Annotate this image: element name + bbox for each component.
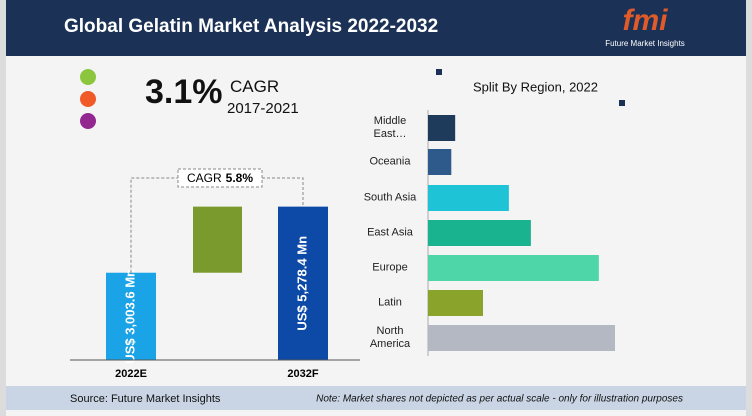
y-tick-label: North America [369,325,411,350]
value-label: US$ 5,278.4 Mn [294,236,309,331]
y-tick-label: Oceania [369,155,411,168]
header-bar [6,0,746,56]
y-tick-label: Europe [372,261,408,274]
logo-caption: Future Market Insights [605,39,685,48]
y-tick-label: East Asia [367,226,413,239]
connector [130,177,178,273]
source: Source: Future Market Insights [70,393,221,405]
bar [428,325,615,351]
stat: 3.1% [145,73,223,111]
annotation-value: 5.8% [226,171,254,185]
annotation-box [177,168,263,188]
footer-bar [6,386,746,410]
stat-period: 2017-2021 [227,100,299,117]
value-label: US$ 3,003.6 Mn [122,269,137,364]
bar [428,115,456,141]
dot [80,69,96,85]
x-tick-label: 2022E [115,368,147,380]
connector [262,177,304,207]
y-tick-label: South Asia [363,191,417,204]
decor [619,100,625,106]
decor [436,69,442,75]
logo: fmi [623,4,669,37]
bar [428,220,531,246]
y-tick-label: Latin [378,296,402,309]
region-title: Split By Region, 2022 [473,79,598,94]
bar [428,185,509,211]
dot [80,91,96,107]
bar [428,255,599,281]
bar [428,290,483,316]
x-tick-label: 2032F [287,368,318,380]
stat-label: CAGR [230,77,279,96]
note: Note: Market shares not depicted as per … [316,394,683,405]
y-tick-label: Middle East… [373,115,407,140]
difference-bar [193,206,242,273]
dot [80,113,96,129]
annotation: CAGR 5.8% [187,171,253,185]
title: Global Gelatin Market Analysis 2022-2032 [64,16,438,37]
annotation-label: CAGR [187,171,222,185]
bar [106,272,156,360]
bar [278,206,328,360]
bar [428,149,452,175]
